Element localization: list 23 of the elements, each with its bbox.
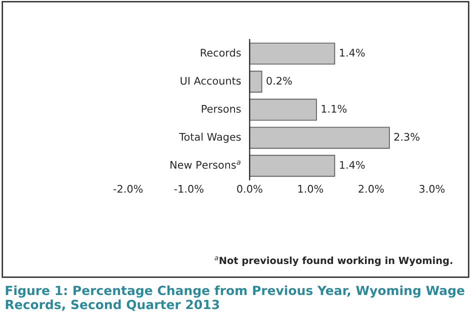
text: Figure 1: Percentage Change from Previous Year, Wyoming Wage Records, Second Quarter 2013 [6,285,464,311]
y-tick-label: Records [200,48,241,57]
y-tick-label: UI Accounts [180,76,241,85]
x-tick-label: 3.0% [419,184,445,193]
data-label: 1.4% [340,160,365,169]
bar [249,126,390,149]
bar [249,70,262,93]
data-label: 0.2% [266,76,292,85]
data-label: 2.3% [394,132,420,141]
y-tick-label: New Persons$^{a}$ [170,160,240,169]
text: $^{a}$Not previously found working in Wyoming. [214,256,452,266]
y-tick-label: Total Wages [179,132,241,143]
data-label: 1.1% [322,104,347,113]
y-tick-label: Persons [202,105,241,113]
x-tick-label: 0.0% [237,184,262,193]
x-tick-label: -2.0% [114,184,143,193]
bar [249,154,336,177]
bar [249,42,336,65]
x-tick-label: 2.0% [358,184,384,193]
x-tick-label: 1.0% [298,184,324,193]
bar [249,98,317,121]
x-tick-label: -1.0% [174,184,204,193]
data-label: 1.4% [340,48,365,57]
